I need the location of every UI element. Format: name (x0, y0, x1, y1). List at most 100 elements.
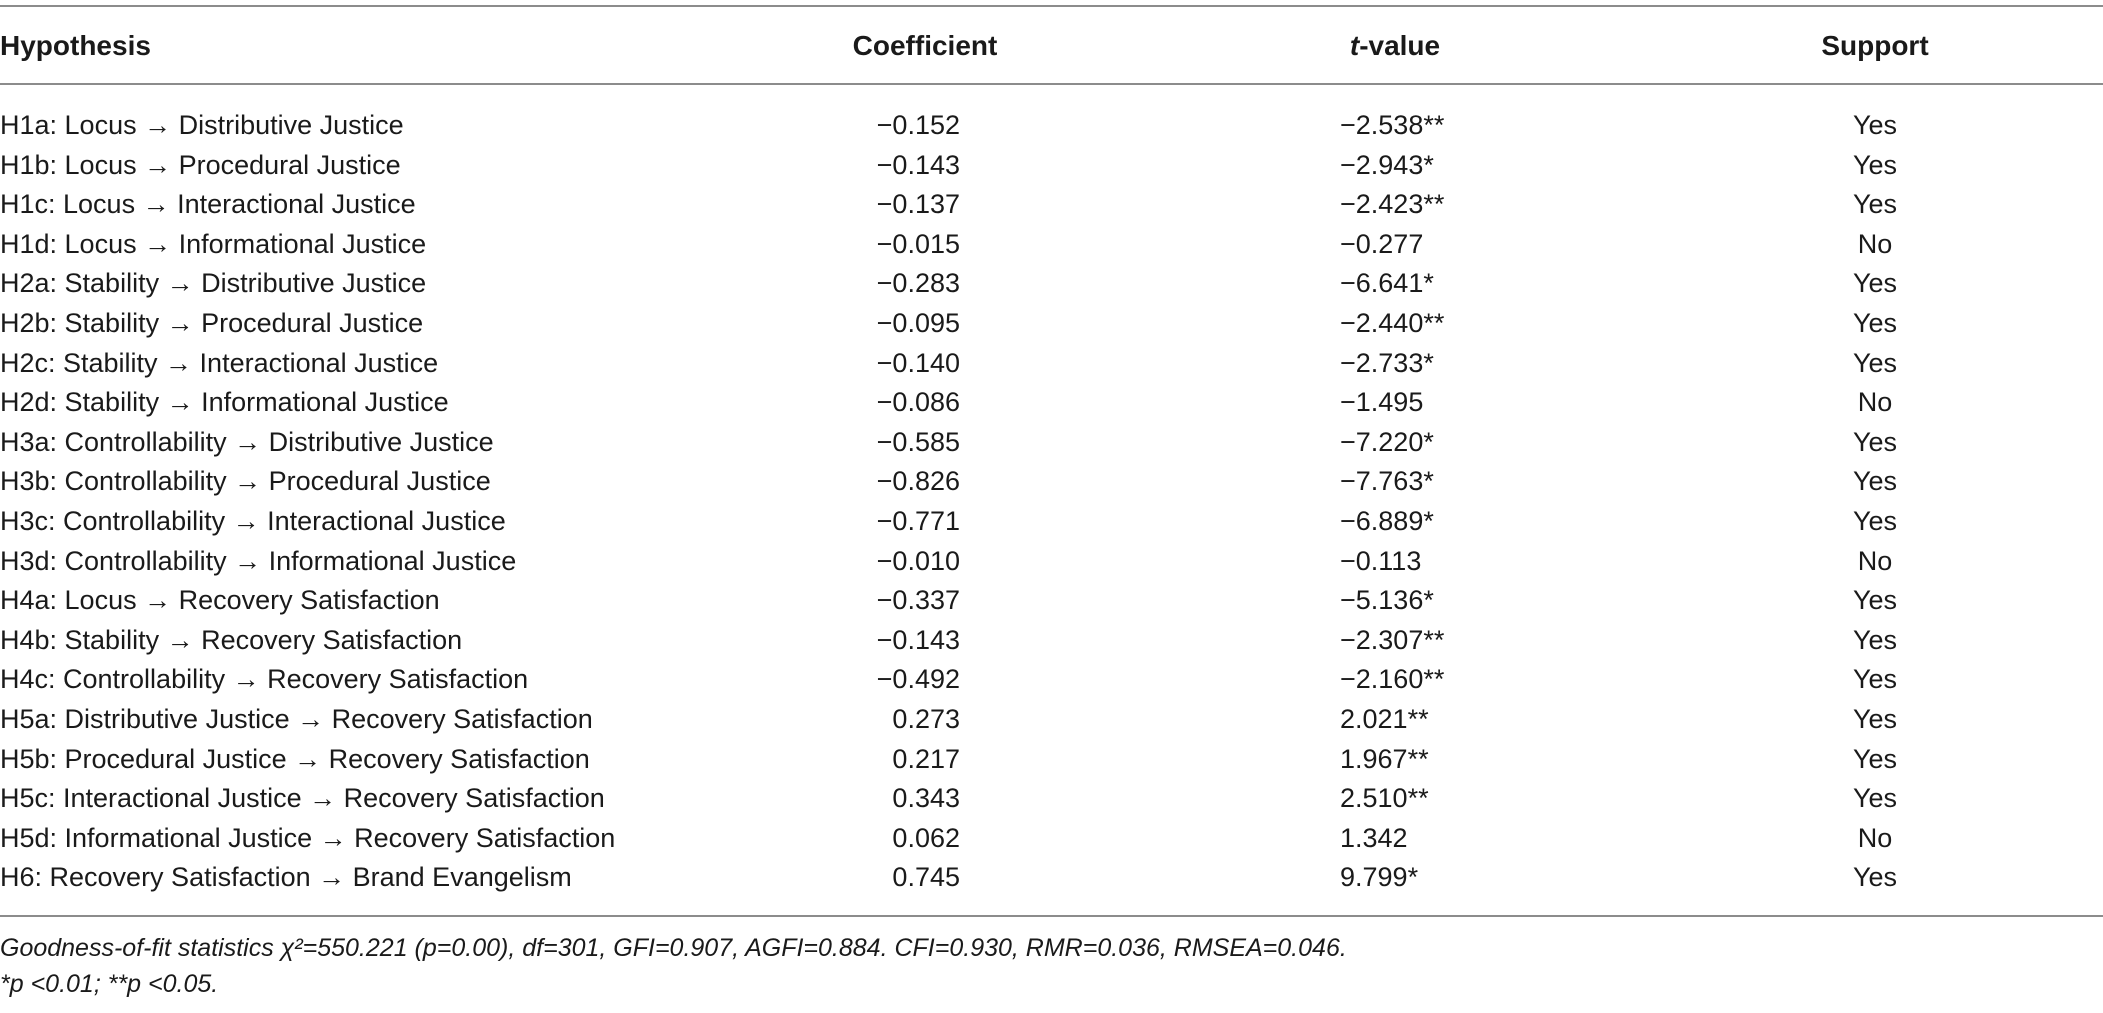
table-row: H1c: Locus → Interactional Justice −0.137… (0, 185, 2103, 225)
table-row: H5c: Interactional Justice → Recovery Sa… (0, 779, 2103, 819)
cell-support: No (1857, 822, 1893, 853)
cell-t-value: 9.799* (1340, 862, 1419, 893)
table-row: H1d: Locus → Informational Justice −0.015… (0, 225, 2103, 265)
cell-hypothesis: H4b: Stability → Recovery Satisfaction (0, 624, 463, 655)
cell-coefficient: −0.015 (876, 228, 960, 259)
table-row: H4b: Stability → Recovery Satisfaction −0… (0, 621, 2103, 661)
cell-hypothesis: H2a: Stability → Distributive Justice (0, 268, 427, 299)
cell-hypothesis: H5b: Procedural Justice → Recovery Satis… (0, 743, 590, 774)
cell-hypothesis: H3c: Controllability → Interactional Jus… (0, 505, 506, 536)
cell-t-value: −0.277 (1340, 228, 1424, 259)
cell-t-value: −7.220* (1340, 426, 1434, 457)
cell-coefficient: −0.283 (876, 268, 960, 299)
table-row: H5d: Informational Justice → Recovery Sa… (0, 819, 2103, 859)
cell-coefficient: −0.010 (876, 545, 960, 576)
table-row: H4a: Locus → Recovery Satisfaction −0.337… (0, 581, 2103, 621)
cell-hypothesis: H2d: Stability → Informational Justice (0, 387, 449, 418)
cell-hypothesis: H4c: Controllability → Recovery Satisfac… (0, 664, 529, 695)
table-row: H5a: Distributive Justice → Recovery Sat… (0, 700, 2103, 740)
cell-coefficient: −0.143 (876, 149, 960, 180)
cell-t-value: −6.641* (1340, 268, 1434, 299)
cell-hypothesis: H1d: Locus → Informational Justice (0, 228, 427, 259)
cell-t-value: −2.423** (1340, 189, 1445, 220)
cell-support: Yes (1852, 703, 1898, 734)
table-row: H2a: Stability → Distributive Justice −0.… (0, 264, 2103, 304)
cell-t-value: −2.440** (1340, 307, 1445, 338)
cell-support: Yes (1852, 347, 1898, 378)
table-row: H2d: Stability → Informational Justice −0… (0, 383, 2103, 423)
cell-hypothesis: H2b: Stability → Procedural Justice (0, 307, 424, 338)
cell-hypothesis: H1c: Locus → Interactional Justice (0, 189, 416, 220)
header-support: Support (1821, 30, 1929, 61)
cell-hypothesis: H4a: Locus → Recovery Satisfaction (0, 585, 440, 616)
cell-hypothesis: H2c: Stability → Interactional Justice (0, 347, 439, 378)
cell-hypothesis: H5a: Distributive Justice → Recovery Sat… (0, 703, 593, 734)
cell-coefficient: −0.086 (876, 387, 960, 418)
footnote-significance: *p <0.01; **p <0.05. (0, 970, 219, 998)
cell-t-value: −0.113 (1340, 545, 1422, 576)
cell-support: Yes (1852, 426, 1898, 457)
cell-hypothesis: H1b: Locus → Procedural Justice (0, 149, 401, 180)
cell-coefficient: −0.585 (876, 426, 960, 457)
cell-coefficient: −0.137 (876, 189, 960, 220)
cell-coefficient: 0.062 (892, 822, 960, 853)
cell-support: No (1857, 387, 1893, 418)
table-row: H6: Recovery Satisfaction → Brand Evange… (0, 858, 2103, 898)
cell-coefficient: −0.337 (876, 585, 960, 616)
cell-t-value: −2.160** (1340, 664, 1445, 695)
cell-hypothesis: H6: Recovery Satisfaction → Brand Evange… (0, 862, 572, 893)
footnote-fit-statistics: Goodness-of-fit statistics χ²=550.221 (p… (0, 934, 1347, 962)
cell-coefficient: −0.095 (876, 307, 960, 338)
cell-coefficient: −0.143 (876, 624, 960, 655)
cell-coefficient: 0.745 (892, 862, 960, 893)
cell-coefficient: 0.343 (892, 783, 960, 814)
cell-t-value: −2.538** (1340, 110, 1445, 140)
header-t-italic: t (1349, 30, 1360, 61)
header-t-rest: -value (1359, 30, 1441, 61)
table-row: H3a: Controllability → Distributive Just… (0, 423, 2103, 463)
cell-coefficient: 0.217 (892, 743, 960, 774)
cell-t-value: 2.510** (1340, 783, 1429, 814)
table-header-rule (0, 83, 2103, 85)
cell-support: Yes (1852, 664, 1898, 695)
cell-hypothesis: H5c: Interactional Justice → Recovery Sa… (0, 783, 605, 814)
cell-t-value: −7.763* (1340, 466, 1434, 497)
cell-support: No (1857, 545, 1893, 576)
cell-t-value: −6.889* (1340, 505, 1434, 536)
table-row: H1b: Locus → Procedural Justice −0.143 −2.… (0, 146, 2103, 186)
table-top-rule (0, 5, 2103, 7)
cell-coefficient: −0.771 (876, 505, 960, 536)
cell-support: Yes (1852, 307, 1898, 338)
cell-t-value: −2.943* (1340, 149, 1434, 180)
cell-support: Yes (1852, 783, 1898, 814)
cell-hypothesis: H3a: Controllability → Distributive Just… (0, 426, 494, 457)
cell-support: Yes (1852, 149, 1898, 180)
cell-support: Yes (1852, 743, 1898, 774)
cell-support: Yes (1852, 585, 1898, 616)
cell-support: Yes (1852, 624, 1898, 655)
cell-t-value: 1.967** (1340, 743, 1429, 774)
table-row: H1a: Locus → Distributive Justice −0.152 −… (0, 106, 2103, 146)
table-footnotes: Goodness-of-fit statistics χ²=550.221 (p… (0, 930, 2103, 1002)
cell-support: Yes (1852, 110, 1898, 140)
cell-coefficient: 0.273 (892, 703, 960, 734)
cell-support: Yes (1852, 862, 1898, 893)
cell-coefficient: −0.140 (876, 347, 960, 378)
cell-t-value: −1.495 (1340, 387, 1424, 418)
cell-hypothesis: H3d: Controllability → Informational Jus… (0, 545, 517, 576)
table-row: H3d: Controllability → Informational Jus… (0, 542, 2103, 582)
cell-t-value: −2.307** (1340, 624, 1445, 655)
cell-coefficient: −0.826 (876, 466, 960, 497)
cell-t-value: −5.136* (1340, 585, 1434, 616)
cell-support: No (1857, 228, 1893, 259)
cell-hypothesis: H3b: Controllability → Procedural Justic… (0, 466, 491, 497)
cell-support: Yes (1852, 466, 1898, 497)
table-header-row: Hypothesis Coefficient t-value Support (0, 24, 2103, 68)
cell-t-value: 1.342 (1340, 822, 1408, 853)
table-row: H3c: Controllability → Interactional Jus… (0, 502, 2103, 542)
table-bottom-rule (0, 915, 2103, 917)
cell-support: Yes (1852, 505, 1898, 536)
cell-support: Yes (1852, 189, 1898, 220)
table-row: H2c: Stability → Interactional Justice −0… (0, 344, 2103, 384)
cell-coefficient: −0.152 (876, 110, 960, 140)
